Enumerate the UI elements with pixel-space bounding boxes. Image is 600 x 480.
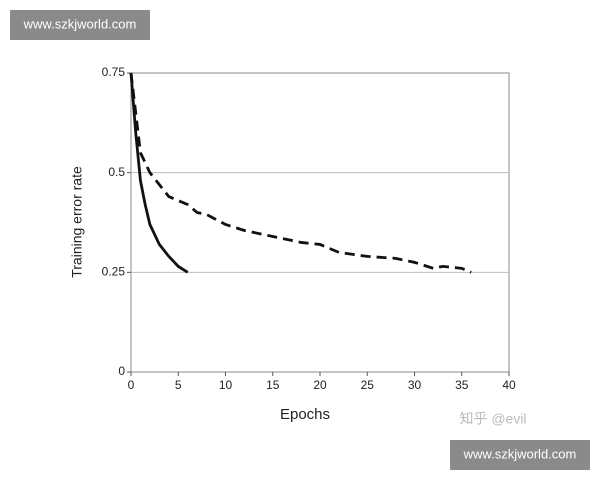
y-tick-label: 0.5 [108, 165, 125, 179]
y-axis-label: Training error rate [69, 166, 85, 278]
watermark-box [450, 440, 590, 470]
x-tick-label: 30 [408, 378, 422, 392]
y-tick-label: 0 [118, 364, 125, 378]
x-tick-label: 25 [361, 378, 375, 392]
x-tick-label: 10 [219, 378, 233, 392]
x-tick-label: 35 [455, 378, 469, 392]
watermark: 知乎 @evil [459, 411, 526, 427]
x-tick-label: 15 [266, 378, 280, 392]
x-tick-label: 20 [313, 378, 327, 392]
x-tick-label: 40 [502, 378, 516, 392]
x-axis-label: Epochs [280, 406, 330, 423]
x-tick-label: 5 [175, 378, 182, 392]
y-tick-label: 0.25 [102, 265, 126, 279]
line [129, 72, 189, 274]
plot-frame [130, 72, 510, 373]
line [129, 72, 472, 274]
watermark: www.szkjworld.com [23, 16, 137, 31]
x-tick-label: 0 [128, 378, 135, 392]
watermark-box [10, 10, 150, 40]
watermark: www.szkjworld.com [463, 446, 577, 461]
y-tick-label: 0.75 [102, 65, 126, 79]
